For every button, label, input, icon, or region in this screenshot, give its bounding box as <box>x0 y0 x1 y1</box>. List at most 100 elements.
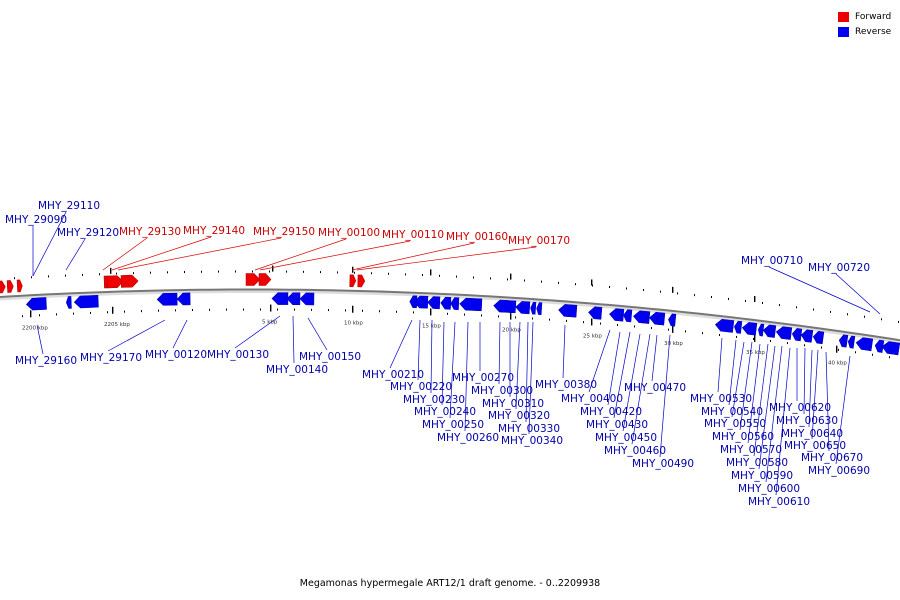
minor-tick <box>668 328 669 331</box>
reverse-gene-arrow <box>515 301 531 315</box>
scale-label: 40 kbp <box>828 361 847 367</box>
minor-tick <box>872 353 873 356</box>
minor-tick <box>99 273 100 276</box>
forward-gene-label: MHY_29140 <box>183 225 245 237</box>
minor-tick <box>779 304 780 307</box>
reverse-gene-label: MHY_00600 <box>738 483 800 495</box>
forward-gene-label: MHY_00100 <box>318 227 380 239</box>
minor-tick <box>371 272 372 275</box>
reverse-gene-label: MHY_00560 <box>712 431 774 443</box>
minor-tick <box>260 308 261 311</box>
leader-line <box>607 331 621 406</box>
reverse-gene-label: MHY_00490 <box>632 458 694 470</box>
minor-tick <box>753 337 754 340</box>
reverse-gene-label: MHY_00210 <box>362 369 424 381</box>
leader-line <box>525 321 529 423</box>
reverse-gene-arrow <box>450 297 460 310</box>
forward-gene-arrow <box>349 274 357 288</box>
reverse-gene-arrow <box>762 324 777 338</box>
legend: Forward Reverse <box>838 9 891 39</box>
reverse-gene-arrow <box>440 296 452 310</box>
major-tick-top <box>430 269 432 276</box>
minor-tick <box>31 276 32 279</box>
backbone-shadow <box>0 288 900 344</box>
gene-arrows <box>0 273 900 356</box>
forward-gene-arrow <box>106 275 124 289</box>
reverse-gene-arrow <box>427 296 441 310</box>
scale-label: 5 kbp <box>262 320 278 326</box>
legend-reverse: Reverse <box>838 24 891 39</box>
reverse-gene-label: MHY_00630 <box>776 415 838 427</box>
forward-gene-arrow <box>16 279 23 293</box>
forward-gene-arrow <box>357 274 366 288</box>
reverse-gene-arrow <box>791 328 803 342</box>
minor-tick <box>770 339 771 342</box>
major-tick <box>510 312 512 320</box>
reverse-gene-label: MHY_00670 <box>801 452 863 464</box>
minor-tick <box>107 311 108 314</box>
leader-line <box>292 315 295 364</box>
major-tick-top <box>754 295 756 302</box>
reverse-gene-label: MHY_00720 <box>808 262 870 274</box>
label-leader-lines <box>32 211 881 496</box>
minor-tick <box>719 334 720 337</box>
forward-gene-arrow <box>258 273 272 286</box>
reverse-gene-label: MHY_00620 <box>769 402 831 414</box>
minor-tick <box>133 272 134 275</box>
minor-tick <box>745 299 746 302</box>
reverse-gene-arrow <box>758 323 765 337</box>
minor-tick <box>158 309 159 312</box>
major-tick <box>836 345 838 353</box>
reverse-gene-label: MHY_00530 <box>690 393 752 405</box>
reverse-gene-label: MHY_00470 <box>624 382 686 394</box>
reverse-gene-label: MHY_00580 <box>726 457 788 469</box>
reverse-gene-arrow <box>176 292 191 306</box>
forward-swatch <box>838 11 849 22</box>
minor-tick <box>405 273 406 276</box>
reverse-gene-label: MHY_00250 <box>422 419 484 431</box>
reverse-gene-arrow <box>714 318 735 333</box>
leader-line <box>651 334 658 382</box>
leader-line <box>351 242 475 271</box>
minor-tick <box>14 277 15 280</box>
forward-gene-arrow <box>245 273 261 286</box>
minor-tick <box>524 279 525 282</box>
scale-label: 30 kbp <box>664 341 683 347</box>
minor-tick <box>447 312 448 315</box>
figure-caption: Megamonas hypermegale ART12/1 draft geno… <box>299 578 601 589</box>
leader-line <box>102 237 148 271</box>
minor-tick <box>201 270 202 273</box>
minor-tick <box>821 346 822 349</box>
forward-gene-label: MHY_00160 <box>446 231 508 243</box>
major-tick-top <box>110 267 112 274</box>
reverse-gene-label: MHY_00330 <box>498 423 560 435</box>
minor-tick <box>507 278 508 281</box>
minor-tick <box>294 308 295 311</box>
leader-line <box>107 319 166 352</box>
major-tick <box>591 318 593 326</box>
leader-line <box>803 347 806 415</box>
reverse-gene-arrow <box>881 341 900 356</box>
minor-tick <box>56 313 57 316</box>
reverse-gene-label: MHY_00120 <box>145 349 207 361</box>
minor-tick <box>566 319 567 322</box>
reverse-gene-arrow <box>855 337 874 352</box>
reverse-gene-label: MHY_29170 <box>80 352 142 364</box>
reverse-swatch <box>838 26 849 37</box>
minor-tick <box>22 315 23 318</box>
leader-line <box>613 331 631 419</box>
leader-line <box>234 315 281 349</box>
leader-line <box>430 319 433 394</box>
reverse-gene-label: MHY_00230 <box>403 394 465 406</box>
minor-tick <box>286 270 287 273</box>
reverse-gene-arrow <box>409 295 418 309</box>
reverse-gene-label: MHY_29090 <box>5 214 67 226</box>
minor-tick <box>439 274 440 277</box>
minor-tick <box>881 318 882 321</box>
leader-line <box>811 349 819 440</box>
reverse-label: Reverse <box>855 26 892 37</box>
minor-tick <box>541 280 542 283</box>
minor-tick <box>855 351 856 354</box>
minor-tick <box>464 313 465 316</box>
